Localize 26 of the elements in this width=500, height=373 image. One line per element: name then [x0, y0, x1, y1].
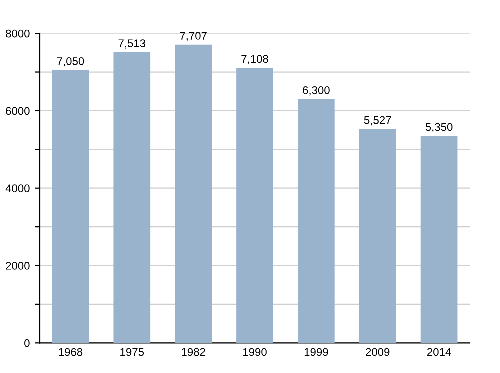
y-tick-label: 8000: [6, 30, 30, 38]
x-tick-label: 1968: [59, 348, 83, 356]
x-tick-label: 1982: [182, 348, 206, 356]
bar: [114, 52, 151, 344]
bar: [420, 136, 458, 344]
bar: [236, 68, 274, 344]
y-tick-label: 0: [24, 339, 30, 348]
x-tick-label: 2009: [366, 348, 390, 356]
y-tick-label: 4000: [6, 184, 30, 192]
bar: [298, 99, 335, 344]
data-label: 7,707: [180, 32, 207, 42]
x-tick-label: 1975: [120, 348, 144, 356]
bar: [175, 44, 212, 344]
data-label: 5,527: [364, 116, 392, 126]
bar: [52, 70, 90, 344]
x-tick-label: 1999: [304, 348, 328, 356]
y-tick-label: 2000: [6, 262, 30, 270]
x-tick-label: 2014: [427, 348, 452, 356]
data-label: 7,513: [118, 40, 146, 49]
x-tick-label: 1990: [243, 348, 267, 356]
data-label: 5,350: [426, 123, 453, 132]
data-label: 7,050: [57, 57, 84, 67]
bar: [359, 129, 396, 344]
data-label: 7,108: [242, 55, 268, 64]
y-tick-label: 6000: [6, 107, 30, 116]
data-label: 6,300: [303, 86, 330, 96]
